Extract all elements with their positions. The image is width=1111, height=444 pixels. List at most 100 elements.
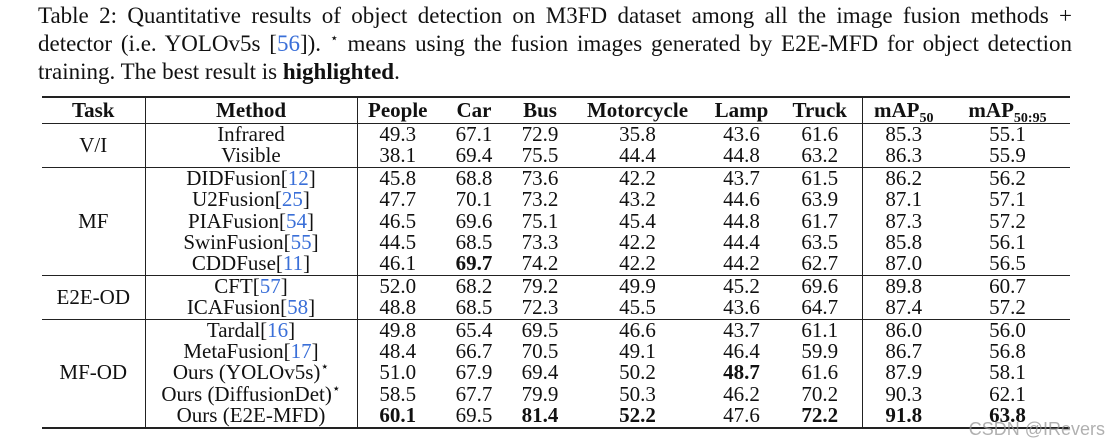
table-row: E2E-OD CFT[57] 52.0 68.2 79.2 49.9 45.2 69.6 89.… (42, 273, 1070, 320)
value-cell: 49.3 (379, 122, 417, 146)
text-segment: CDDFuse[ (191, 251, 283, 276)
value-cell: 63.9 (778, 188, 863, 211)
value-cell: 86.7 (885, 339, 923, 364)
value-cell: 50.2 (619, 360, 656, 385)
value-cell: 46.6 (619, 317, 656, 342)
value-cell: 63.2 (778, 145, 863, 168)
table-row: PIAFusion[54] 46.5 69.6 75.1 45.4 44.8 61.7 87.… (42, 208, 1070, 233)
citation: 55 (290, 230, 312, 255)
value-cell: 48.8 (379, 295, 417, 320)
column-header: Motorcycle (570, 97, 705, 124)
column-header: Task (42, 97, 146, 124)
value-cell: 81.4 (521, 403, 559, 428)
value-cell: 67.1 (455, 122, 493, 146)
value-cell: 70.5 (521, 339, 559, 364)
value-cell: 72.2 (778, 404, 863, 428)
value-cell: 44.6 (723, 187, 760, 212)
value-cell: 55.9 (989, 143, 1026, 168)
value-cell: 68.5 (455, 295, 493, 320)
task-cell: MF (42, 167, 146, 276)
value-cell: 47.7 (379, 187, 417, 212)
text-segment: ] (302, 187, 310, 212)
text-segment: ] (280, 273, 288, 298)
method-cell: SwinFusion[55] (145, 230, 358, 255)
table-row: MetaFusion[17] 48.4 66.7 70.5 49.1 46.4 59.9 86… (42, 339, 1070, 364)
value-cell: 65.4 (455, 317, 493, 342)
value-cell: 73.6 (521, 165, 559, 190)
value-cell: 73.2 (521, 187, 559, 212)
text-segment: mAP (874, 98, 920, 122)
value-cell: 43.2 (619, 187, 656, 212)
value-cell: 90.3 (885, 381, 923, 406)
text-segment: ] (311, 230, 319, 255)
text-segment: Motorcycle (586, 98, 689, 122)
citation: 11 (282, 251, 304, 276)
citation: 54 (286, 208, 308, 233)
value-cell: 79.2 (521, 273, 559, 298)
value-cell: 47.6 (723, 403, 760, 428)
value-cell: 61.1 (778, 319, 863, 342)
table-row: MF DIDFusion[12] 45.8 68.8 73.6 42.2 43.7 61.5 8… (42, 165, 1070, 276)
text-segment: Bus (523, 98, 557, 122)
table-row: SwinFusion[55] 44.5 68.5 73.3 42.2 44.4 63.5 85… (42, 230, 1070, 255)
table-row: Ours (E2E-MFD) 60.1 69.5 81.4 52.2 47.6 72.2 91… (42, 403, 1070, 428)
header-row: Task Method People Car Bus Motorcycle Lamp Truc… (42, 97, 1070, 126)
value-cell: 69.5 (521, 317, 559, 342)
citation: 16 (267, 317, 289, 342)
column-header: Method (145, 97, 358, 124)
value-cell: 62.1 (989, 381, 1026, 406)
value-cell: 69.6 (778, 275, 863, 298)
value-cell: 87.4 (885, 295, 923, 320)
value-cell: 44.8 (723, 208, 760, 233)
text-segment: ]). (299, 31, 330, 56)
value-cell: 44.4 (723, 230, 760, 255)
task-cell: E2E-OD (42, 275, 146, 320)
value-cell: 43.6 (723, 295, 760, 320)
text-segment: DIDFusion[ (186, 165, 288, 190)
value-cell: 87.0 (885, 251, 923, 276)
text-segment: means using the fusion images generated … (38, 31, 1072, 84)
value-cell: 61.5 (778, 167, 863, 190)
value-cell: 52.0 (379, 273, 417, 298)
value-cell: 68.2 (455, 273, 493, 298)
table-row: Ours (DiffusionDet)⋆ 58.5 67.7 79.9 50.3 46.2… (42, 381, 1070, 406)
value-cell: 56.8 (989, 339, 1026, 364)
value-cell: 43.7 (723, 317, 760, 342)
column-header: People (357, 97, 438, 124)
column-header: Truck (778, 97, 863, 124)
text-segment: Method (216, 98, 286, 122)
text-segment: U2Fusion[ (192, 187, 282, 212)
caption: Table 2: Quantitative results of object … (38, 2, 1072, 86)
value-cell: 51.0 (379, 360, 417, 385)
value-cell: 61.6 (778, 362, 863, 384)
table-row: U2Fusion[25] 47.7 70.1 73.2 43.2 44.6 63.9 87.1… (42, 187, 1070, 212)
value-cell: 66.7 (455, 339, 493, 364)
text-segment: ICAFusion[ (186, 295, 288, 320)
value-cell: 56.0 (989, 317, 1026, 342)
value-cell: 44.5 (379, 230, 417, 255)
value-cell: 38.1 (379, 143, 417, 168)
value-cell: 45.5 (619, 295, 656, 320)
method-cell: Ours (YOLOv5s)⋆ (145, 361, 358, 384)
value-cell: 64.7 (778, 297, 863, 320)
text-segment: ] (308, 295, 316, 320)
value-cell: 85.8 (885, 230, 923, 255)
value-cell: 87.9 (885, 360, 923, 385)
value-cell: 46.4 (723, 339, 760, 364)
text-segment: Table 2: Quantitative results of object … (38, 3, 1072, 56)
method-cell: Ours (DiffusionDet)⋆ (145, 382, 358, 406)
value-cell: 61.6 (778, 123, 863, 146)
value-cell: 46.2 (723, 381, 760, 406)
text-segment: Lamp (714, 98, 769, 122)
value-cell: 69.6 (455, 208, 493, 233)
method-cell: U2Fusion[25] (145, 187, 358, 212)
text-segment: ] (303, 251, 311, 276)
value-cell: 44.4 (619, 143, 656, 168)
watermark: CSDN @IRevers (968, 419, 1105, 439)
text-segment: Truck (792, 98, 847, 122)
citation: 57 (259, 273, 281, 298)
text-segment: mAP (968, 98, 1014, 122)
method-cell: MetaFusion[17] (145, 340, 358, 363)
method-cell: PIAFusion[54] (145, 208, 358, 233)
value-cell: 69.4 (455, 143, 493, 168)
